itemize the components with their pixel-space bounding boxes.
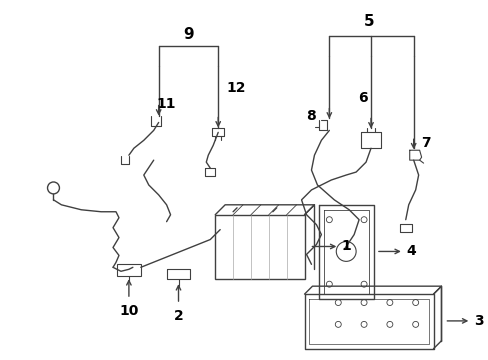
Text: 3: 3 bbox=[473, 314, 483, 328]
Bar bbox=[117, 264, 141, 276]
Text: 8: 8 bbox=[306, 108, 316, 122]
Text: 9: 9 bbox=[183, 27, 193, 42]
Text: 2: 2 bbox=[173, 309, 183, 323]
Text: 4: 4 bbox=[406, 244, 416, 258]
Text: 7: 7 bbox=[420, 136, 429, 150]
Text: 6: 6 bbox=[358, 91, 367, 105]
Text: 10: 10 bbox=[119, 304, 138, 318]
Text: 12: 12 bbox=[226, 81, 245, 95]
Text: 11: 11 bbox=[157, 96, 176, 111]
Text: 5: 5 bbox=[363, 14, 374, 29]
Bar bbox=[215, 215, 304, 279]
Text: 1: 1 bbox=[341, 239, 350, 253]
